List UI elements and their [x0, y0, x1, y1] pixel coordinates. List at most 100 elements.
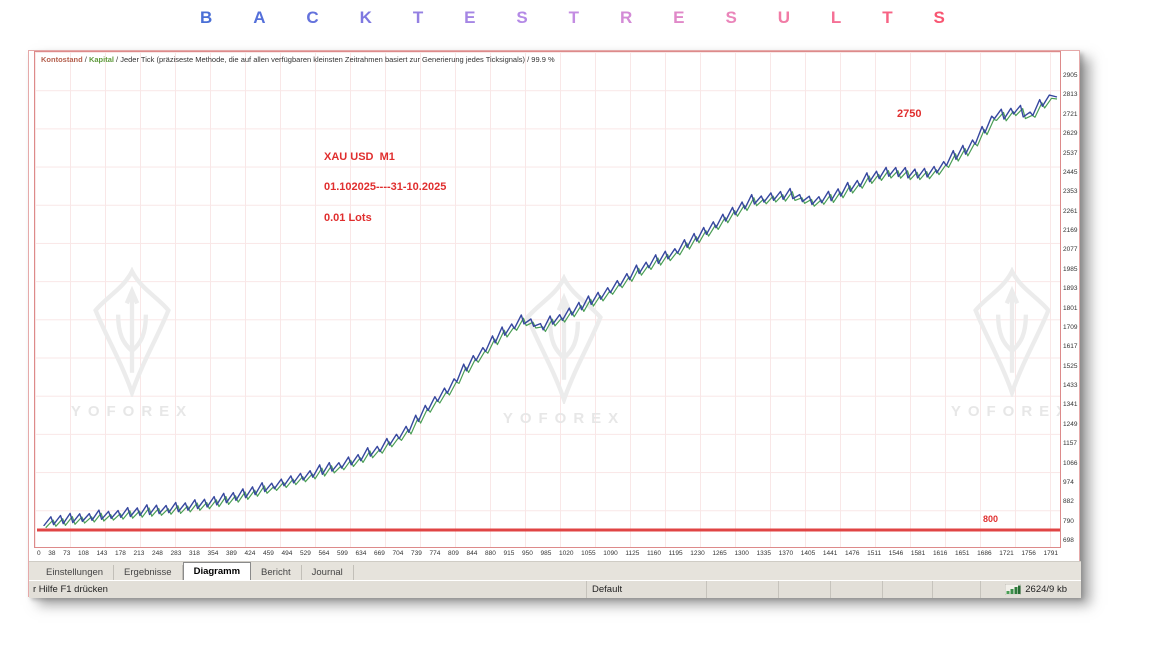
x-tick-label: 1265	[712, 550, 727, 557]
y-tick-label: 2169	[1063, 227, 1078, 234]
status-cell-empty	[706, 581, 778, 598]
status-cell-empty	[932, 581, 980, 598]
annotation-lots: 0.01 Lots	[324, 212, 372, 224]
y-tick-label: 1893	[1063, 285, 1078, 293]
watermark-text: YOFOREX	[70, 403, 194, 420]
status-help-text: r Hilfe F1 drücken	[33, 584, 108, 595]
x-tick-label: 880	[485, 550, 496, 557]
x-tick-label: 1230	[690, 550, 705, 557]
title-letter: E	[673, 8, 685, 27]
annotation-period: 01.102025----31-10.2025	[324, 181, 447, 193]
x-tick-label: 1651	[955, 550, 970, 557]
x-tick-label: 389	[226, 550, 237, 557]
title-letter: A	[253, 8, 266, 27]
y-tick-label: 1985	[1063, 265, 1078, 273]
y-tick-label: 2813	[1063, 91, 1078, 99]
x-tick-label: 564	[318, 550, 330, 557]
balance-line	[43, 94, 1058, 527]
y-axis: 2905 2813 2721 2629 2537 2445 2353 2261 2169 2077…	[1063, 51, 1081, 548]
status-bar: r Hilfe F1 drücken Default 2624/9 kb	[29, 580, 1081, 598]
x-tick-label: 108	[78, 550, 89, 557]
yoforex-logo-icon	[973, 267, 1051, 397]
x-tick-label: 38	[48, 550, 56, 557]
status-help: r Hilfe F1 drücken	[29, 581, 586, 598]
annotation-high-value: 2750	[897, 108, 922, 120]
x-tick-label: 0	[37, 550, 41, 557]
tab-diagramm[interactable]: Diagramm	[182, 562, 252, 580]
x-tick-label: 1300	[734, 550, 749, 557]
y-tick-label: 2629	[1063, 130, 1078, 138]
x-tick-label: 739	[411, 550, 422, 557]
backtest-window: YOFOREX YOFOREX YOFOREX Kontostand / Kap…	[28, 50, 1081, 598]
x-tick-label: 1616	[932, 550, 948, 557]
legend-sep: /	[113, 55, 121, 64]
y-tick-label: 1709	[1063, 323, 1078, 331]
status-profile[interactable]: Default	[586, 581, 706, 598]
title-letter: S	[933, 8, 945, 27]
legend-balance: Kontostand	[41, 55, 83, 64]
y-tick-label: 1525	[1063, 362, 1078, 370]
yoforex-logo-icon	[93, 267, 171, 397]
title-letter: T	[412, 8, 424, 27]
equity-curve-svg	[37, 94, 1060, 532]
tab-ergebnisse[interactable]: Ergebnisse	[114, 565, 183, 580]
x-tick-label: 178	[115, 550, 126, 557]
x-tick-label: 1125	[625, 550, 640, 557]
x-tick-label: 1756	[1021, 550, 1036, 557]
title-letter: E	[464, 8, 476, 27]
y-tick-label: 2077	[1063, 246, 1078, 254]
x-tick-label: 809	[448, 550, 459, 557]
legend-sep: /	[525, 55, 532, 64]
y-tick-label: 1433	[1063, 382, 1078, 389]
tab-bericht[interactable]: Bericht	[251, 565, 302, 580]
y-tick-label: 882	[1063, 498, 1074, 506]
x-tick-label: 1441	[822, 550, 838, 557]
legend-equity: Kapital	[88, 55, 114, 64]
x-tick-label: 1546	[888, 550, 904, 557]
status-profile-text: Default	[592, 584, 623, 595]
x-tick-label: 1581	[910, 550, 926, 557]
memory-bars-icon	[1005, 584, 1022, 595]
x-tick-label: 1195	[668, 550, 683, 557]
tab-einstellungen[interactable]: Einstellungen	[36, 565, 115, 580]
title-letter: C	[306, 8, 319, 27]
x-tick-label: 1686	[977, 550, 992, 557]
watermark-text: YOFOREX	[502, 410, 626, 427]
y-tick-label: 1066	[1063, 459, 1078, 467]
y-tick-label: 2261	[1063, 207, 1078, 215]
watermark: YOFOREX	[479, 274, 649, 427]
x-tick-label: 354	[207, 550, 219, 557]
x-tick-label: 1405	[800, 550, 816, 557]
x-tick-label: 915	[503, 550, 515, 557]
annotation-low-value: 800	[983, 514, 999, 524]
title-letter: S	[725, 8, 737, 27]
annotation-symbol: XAU USD M1	[324, 151, 395, 163]
y-tick-label: 1341	[1063, 401, 1078, 409]
legend-description: Jeder Tick (präziseste Methode, die auf …	[120, 55, 526, 64]
y-tick-label: 790	[1063, 517, 1074, 525]
status-cell-empty	[778, 581, 830, 598]
x-tick-label: 283	[170, 550, 182, 557]
x-tick-label: 950	[522, 550, 533, 557]
yoforex-logo-icon	[525, 274, 603, 404]
x-tick-label: 1020	[559, 550, 574, 557]
y-tick-label: 2721	[1063, 110, 1078, 118]
x-tick-label: 669	[374, 550, 385, 557]
y-tick-label: 1617	[1063, 343, 1078, 351]
title-letter: L	[830, 8, 842, 27]
x-tick-label: 1160	[646, 550, 661, 557]
tab-bar: Einstellungen Ergebnisse Diagramm Bericht Jo…	[29, 561, 1081, 580]
x-tick-label: 424	[244, 550, 256, 557]
x-axis: 0 38 73 108 143 178 213 248 283 318 354 389 424 459 49…	[34, 549, 1061, 561]
title-letter: K	[359, 8, 372, 27]
title-letter: S	[516, 8, 528, 27]
x-tick-label: 1791	[1043, 550, 1058, 557]
y-tick-label: 2353	[1063, 188, 1078, 196]
x-tick-label: 704	[392, 550, 404, 557]
y-tick-label: 698	[1063, 537, 1074, 544]
chart-legend: Kontostand / Kapital / Jeder Tick (präzi…	[41, 55, 555, 64]
tab-journal[interactable]: Journal	[302, 565, 354, 580]
y-tick-label: 1249	[1063, 420, 1078, 428]
watermark: YOFOREX	[927, 267, 1060, 420]
